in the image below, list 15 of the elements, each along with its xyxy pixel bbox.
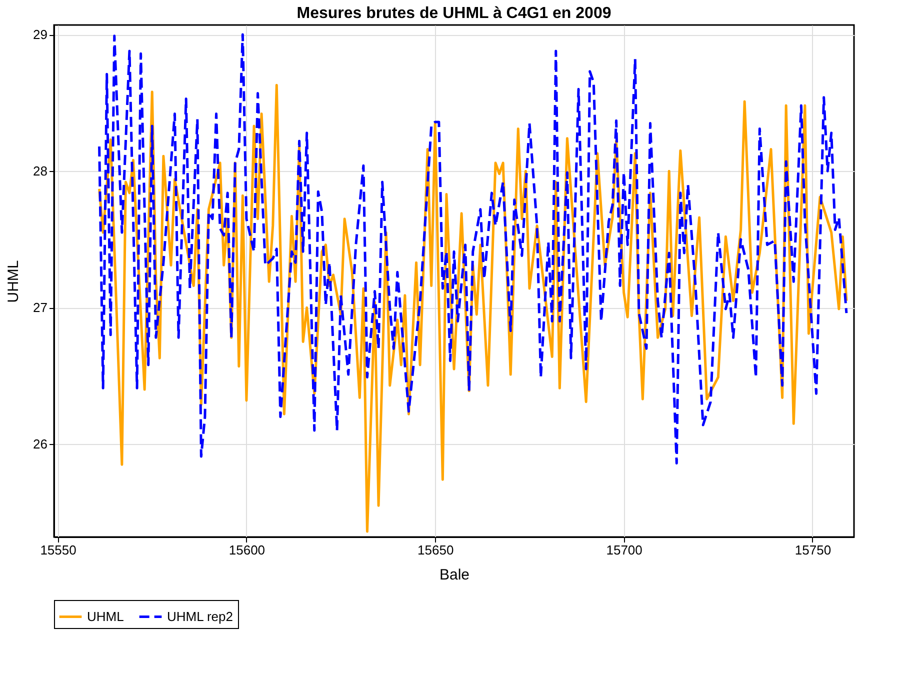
line-series	[98, 33, 848, 465]
y-tick-label: 27	[33, 300, 48, 316]
x-tick-label: 15750	[794, 542, 832, 558]
y-tick-label: 29	[33, 27, 48, 42]
x-axis-title: Bale	[439, 566, 470, 584]
y-tick-label: 26	[33, 436, 48, 452]
x-tick-label: 15700	[606, 542, 642, 558]
x-tick-label: 15550	[40, 542, 76, 558]
chart-title: Mesures brutes de UHML à C4G1 en 2009	[296, 5, 612, 22]
y-tick-label: 28	[33, 164, 48, 179]
legend-label: UHML	[87, 608, 124, 624]
x-tick-label: 15650	[418, 542, 454, 558]
x-tick-label: 15600	[228, 542, 266, 558]
y-axis-title: UHML	[5, 260, 22, 303]
legend-label: UHML rep2	[167, 608, 233, 624]
